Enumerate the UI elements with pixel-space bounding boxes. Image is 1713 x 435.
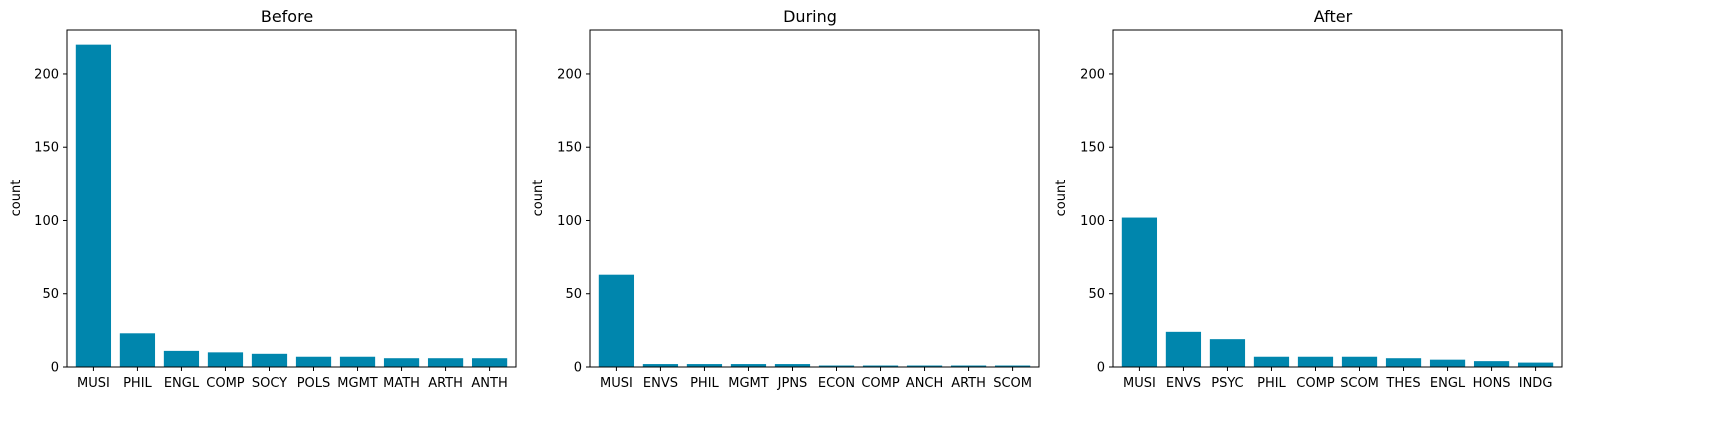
x-tick-label: INDG: [1519, 376, 1553, 391]
axes-frame: [66, 29, 517, 368]
y-tick-label: 0: [1097, 361, 1105, 376]
x-tick-label: PHIL: [690, 376, 719, 391]
y-axis-label: count: [531, 180, 546, 217]
bar: [1209, 339, 1246, 367]
y-axis-label: count: [1054, 180, 1069, 217]
x-tick-label: MUSI: [1123, 376, 1156, 391]
y-tick-label: 50: [42, 287, 59, 302]
plot-area: 0 50 100 150 200 MUSI ENVS PHIL MGMT JPNS ECON COMP…: [557, 29, 1040, 391]
bar: [730, 364, 767, 367]
y-tick-label: 200: [34, 67, 59, 82]
y-tick-label: 150: [557, 141, 582, 156]
x-tick-label: PSYC: [1211, 376, 1243, 391]
x-tick-label: POLS: [297, 376, 331, 391]
bar: [427, 358, 464, 367]
x-tick-label: MGMT: [337, 376, 378, 391]
y-tick-label: 50: [565, 287, 582, 302]
bar: [163, 350, 200, 367]
x-tick-label: ENVS: [643, 376, 678, 391]
bar: [994, 365, 1031, 367]
bar: [1473, 361, 1510, 367]
bar: [1385, 358, 1422, 367]
bar: [818, 365, 855, 367]
y-tick-label: 100: [1080, 214, 1105, 229]
bar: [862, 365, 899, 367]
chart-title: During: [783, 7, 837, 26]
x-tick-label: ECON: [818, 376, 855, 391]
bar: [1165, 331, 1202, 367]
x-tick-label: PHIL: [1257, 376, 1286, 391]
x-tick-label: ENGL: [164, 376, 200, 391]
x-tick-label: JPNS: [777, 376, 808, 391]
y-tick-label: 200: [557, 67, 582, 82]
y-tick-label: 50: [1088, 287, 1105, 302]
bar: [906, 365, 943, 367]
y-tick-label: 0: [574, 361, 582, 376]
x-tick-label: COMP: [206, 376, 245, 391]
bar: [295, 356, 332, 367]
x-tick-label: MGMT: [728, 376, 769, 391]
bar: [471, 358, 508, 367]
chart-during: During count 0 50 100 150 200 MUSI ENVS PHIL MGM…: [531, 7, 1040, 391]
x-tick-label: ARTH: [428, 376, 463, 391]
bar: [598, 274, 635, 367]
y-tick-label: 200: [1080, 67, 1105, 82]
x-tick-label: PHIL: [123, 376, 152, 391]
bar: [119, 333, 156, 367]
axes-frame: [589, 29, 1040, 368]
y-tick-label: 150: [1080, 141, 1105, 156]
bar: [1341, 356, 1378, 367]
bar: [1297, 356, 1334, 367]
bar: [1253, 356, 1290, 367]
bar: [1429, 359, 1466, 367]
x-tick-label: MATH: [383, 376, 420, 391]
x-tick-label: COMP: [861, 376, 900, 391]
bar: [774, 364, 811, 367]
bar: [686, 364, 723, 367]
plot-area: 0 50 100 150 200 MUSI PHIL ENGL COMP SOCY POLS MGMT…: [34, 29, 517, 391]
y-tick-label: 100: [34, 214, 59, 229]
bar: [1517, 362, 1554, 367]
chart-before: Before count 0 50 100 150 200 MUSI PHIL ENGL COM…: [9, 7, 517, 391]
bar: [383, 358, 420, 367]
y-tick-label: 100: [557, 214, 582, 229]
bar: [339, 356, 376, 367]
bar: [75, 44, 112, 368]
chart-after: After count 0 50 100 150 200 MUSI ENVS PSYC PHIL…: [1054, 7, 1563, 391]
x-tick-label: ENVS: [1166, 376, 1201, 391]
y-tick-label: 0: [51, 361, 59, 376]
x-tick-label: ANCH: [906, 376, 943, 391]
x-tick-label: THES: [1385, 376, 1420, 391]
x-tick-label: COMP: [1296, 376, 1335, 391]
x-tick-label: MUSI: [600, 376, 633, 391]
bar: [950, 365, 987, 367]
x-tick-label: MUSI: [77, 376, 110, 391]
bar: [207, 352, 244, 367]
x-tick-label: SCOM: [1340, 376, 1379, 391]
bar: [1121, 217, 1158, 367]
y-axis-label: count: [9, 180, 24, 217]
plot-area: 0 50 100 150 200 MUSI ENVS PSYC PHIL COMP SCOM THES…: [1080, 29, 1563, 391]
y-tick-label: 150: [34, 141, 59, 156]
x-tick-label: ANTH: [471, 376, 507, 391]
chart-title: After: [1314, 7, 1353, 26]
x-tick-label: ARTH: [951, 376, 986, 391]
bar: [251, 353, 288, 367]
chart-title: Before: [261, 7, 313, 26]
axes-frame: [1112, 29, 1563, 368]
x-tick-label: SCOM: [993, 376, 1032, 391]
x-tick-label: SOCY: [252, 376, 287, 391]
bar: [642, 364, 679, 367]
x-tick-label: HONS: [1473, 376, 1511, 391]
x-tick-label: ENGL: [1430, 376, 1466, 391]
